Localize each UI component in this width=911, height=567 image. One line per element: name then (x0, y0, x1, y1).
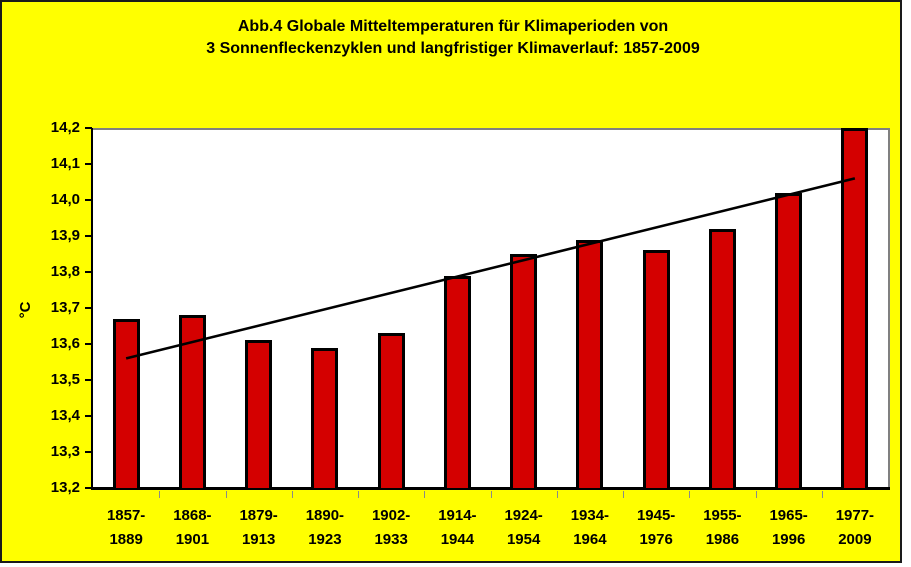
bar-1868-1901 (178, 315, 206, 488)
y-tick-label: 14,0 (50, 191, 80, 208)
x-category-label-line1: 1914- (438, 507, 477, 524)
y-tick-mark (85, 487, 92, 489)
plot-area (93, 128, 890, 490)
x-tick-mark (490, 491, 492, 498)
x-tick-mark (291, 491, 293, 498)
x-category-label-line2: 1923 (308, 531, 342, 548)
bar-1902-1933 (377, 333, 405, 488)
y-tick-label: 14,1 (50, 155, 80, 172)
x-category-label: 1902- 1933 (358, 504, 424, 552)
y-tick-mark (85, 199, 92, 201)
chart-title-line2: 3 Sonnenfleckenzyklen und langfristiger … (206, 40, 700, 57)
x-category-label-line1: 1879- (239, 507, 278, 524)
y-tick-label: 13,2 (50, 479, 80, 496)
x-category-label-line1: 1890- (305, 507, 345, 524)
bar-1945-1976 (642, 250, 670, 488)
x-category-label-line1: 1902- (371, 507, 411, 524)
x-category-label: 1934- 1964 (557, 504, 623, 552)
x-category-label-line1: 1965- (769, 507, 808, 524)
x-category-label-line1: 1924- (504, 507, 543, 524)
y-tick-label: 13,7 (50, 299, 80, 316)
x-category-label-line1: 1868- (173, 507, 212, 524)
x-category-label-line1: 1934- (570, 507, 610, 524)
x-category-label: 1914- 1944 (424, 504, 490, 552)
bar-1977-2009 (841, 128, 869, 488)
x-tick-mark (755, 491, 757, 498)
chart-title-line1: Abb.4 Globale Mitteltemperaturen für Kli… (237, 18, 669, 35)
y-tick-mark (85, 271, 92, 273)
y-tick-mark (85, 163, 92, 165)
y-tick-label: 13,9 (50, 227, 80, 244)
x-tick-mark (689, 491, 691, 498)
y-tick-mark (85, 415, 92, 417)
y-tick-label: 13,8 (50, 263, 80, 280)
y-tick-label: 13,5 (50, 371, 80, 388)
x-category-label-line2: 2009 (838, 531, 872, 548)
y-tick-mark (85, 451, 92, 453)
x-category-label-line2: 1976 (639, 531, 673, 548)
x-category-label-line2: 1901 (175, 531, 210, 548)
chart-title: Abb.4 Globale Mitteltemperaturen für Kli… (0, 16, 906, 60)
bar-1955-1986 (708, 228, 736, 488)
y-tick-mark (85, 307, 92, 309)
y-tick-label: 13,6 (50, 335, 80, 352)
x-category-label: 1977- 2009 (822, 504, 888, 552)
x-category-label: 1945- 1976 (623, 504, 689, 552)
x-tick-mark (159, 491, 161, 498)
x-category-label-line2: 1933 (374, 531, 408, 548)
x-category-label-line2: 1986 (705, 531, 740, 548)
x-category-label-line2: 1889 (109, 531, 143, 548)
bar-1965-1996 (775, 192, 803, 488)
x-category-label: 1868- 1901 (159, 504, 225, 552)
x-category-label-line2: 1913 (241, 531, 276, 548)
y-tick-mark (85, 379, 92, 381)
y-tick-label: 13,4 (50, 407, 80, 424)
bar-1924-1954 (510, 254, 538, 488)
y-tick-mark (85, 235, 92, 237)
x-category-label-line2: 1954 (506, 531, 541, 548)
x-tick-mark (821, 491, 823, 498)
x-category-label: 1857- 1889 (93, 504, 159, 552)
x-category-label-line1: 1945- (636, 507, 676, 524)
y-tick-mark (85, 343, 92, 345)
bar-1934-1964 (576, 239, 604, 488)
y-tick-mark (85, 127, 92, 129)
y-tick-label: 14,2 (50, 119, 80, 136)
bar-1914-1944 (443, 275, 471, 488)
x-category-label: 1924- 1954 (491, 504, 557, 552)
x-tick-mark (358, 491, 359, 498)
x-category-label-line2: 1964 (573, 531, 607, 548)
bar-1879-1913 (245, 340, 273, 488)
bar-1890-1923 (311, 347, 339, 488)
x-tick-mark (225, 491, 227, 498)
x-tick-mark (623, 491, 624, 498)
x-category-label: 1965- 1996 (756, 504, 822, 552)
x-category-label-line1: 1955- (703, 507, 742, 524)
x-axis-line (91, 487, 890, 490)
bar-1857-1889 (112, 318, 140, 488)
x-category-label-line2: 1944 (440, 531, 475, 548)
x-tick-mark (556, 491, 558, 498)
x-category-label: 1879- 1913 (226, 504, 292, 552)
x-tick-mark (424, 491, 426, 498)
y-tick-label: 13,3 (50, 443, 80, 460)
x-category-label-line1: 1977- (835, 507, 875, 524)
x-category-label-line1: 1857- (106, 507, 146, 524)
x-category-label-line2: 1996 (771, 531, 806, 548)
y-axis-line (91, 128, 93, 490)
x-category-label: 1890- 1923 (292, 504, 358, 552)
x-category-label: 1955- 1986 (689, 504, 755, 552)
